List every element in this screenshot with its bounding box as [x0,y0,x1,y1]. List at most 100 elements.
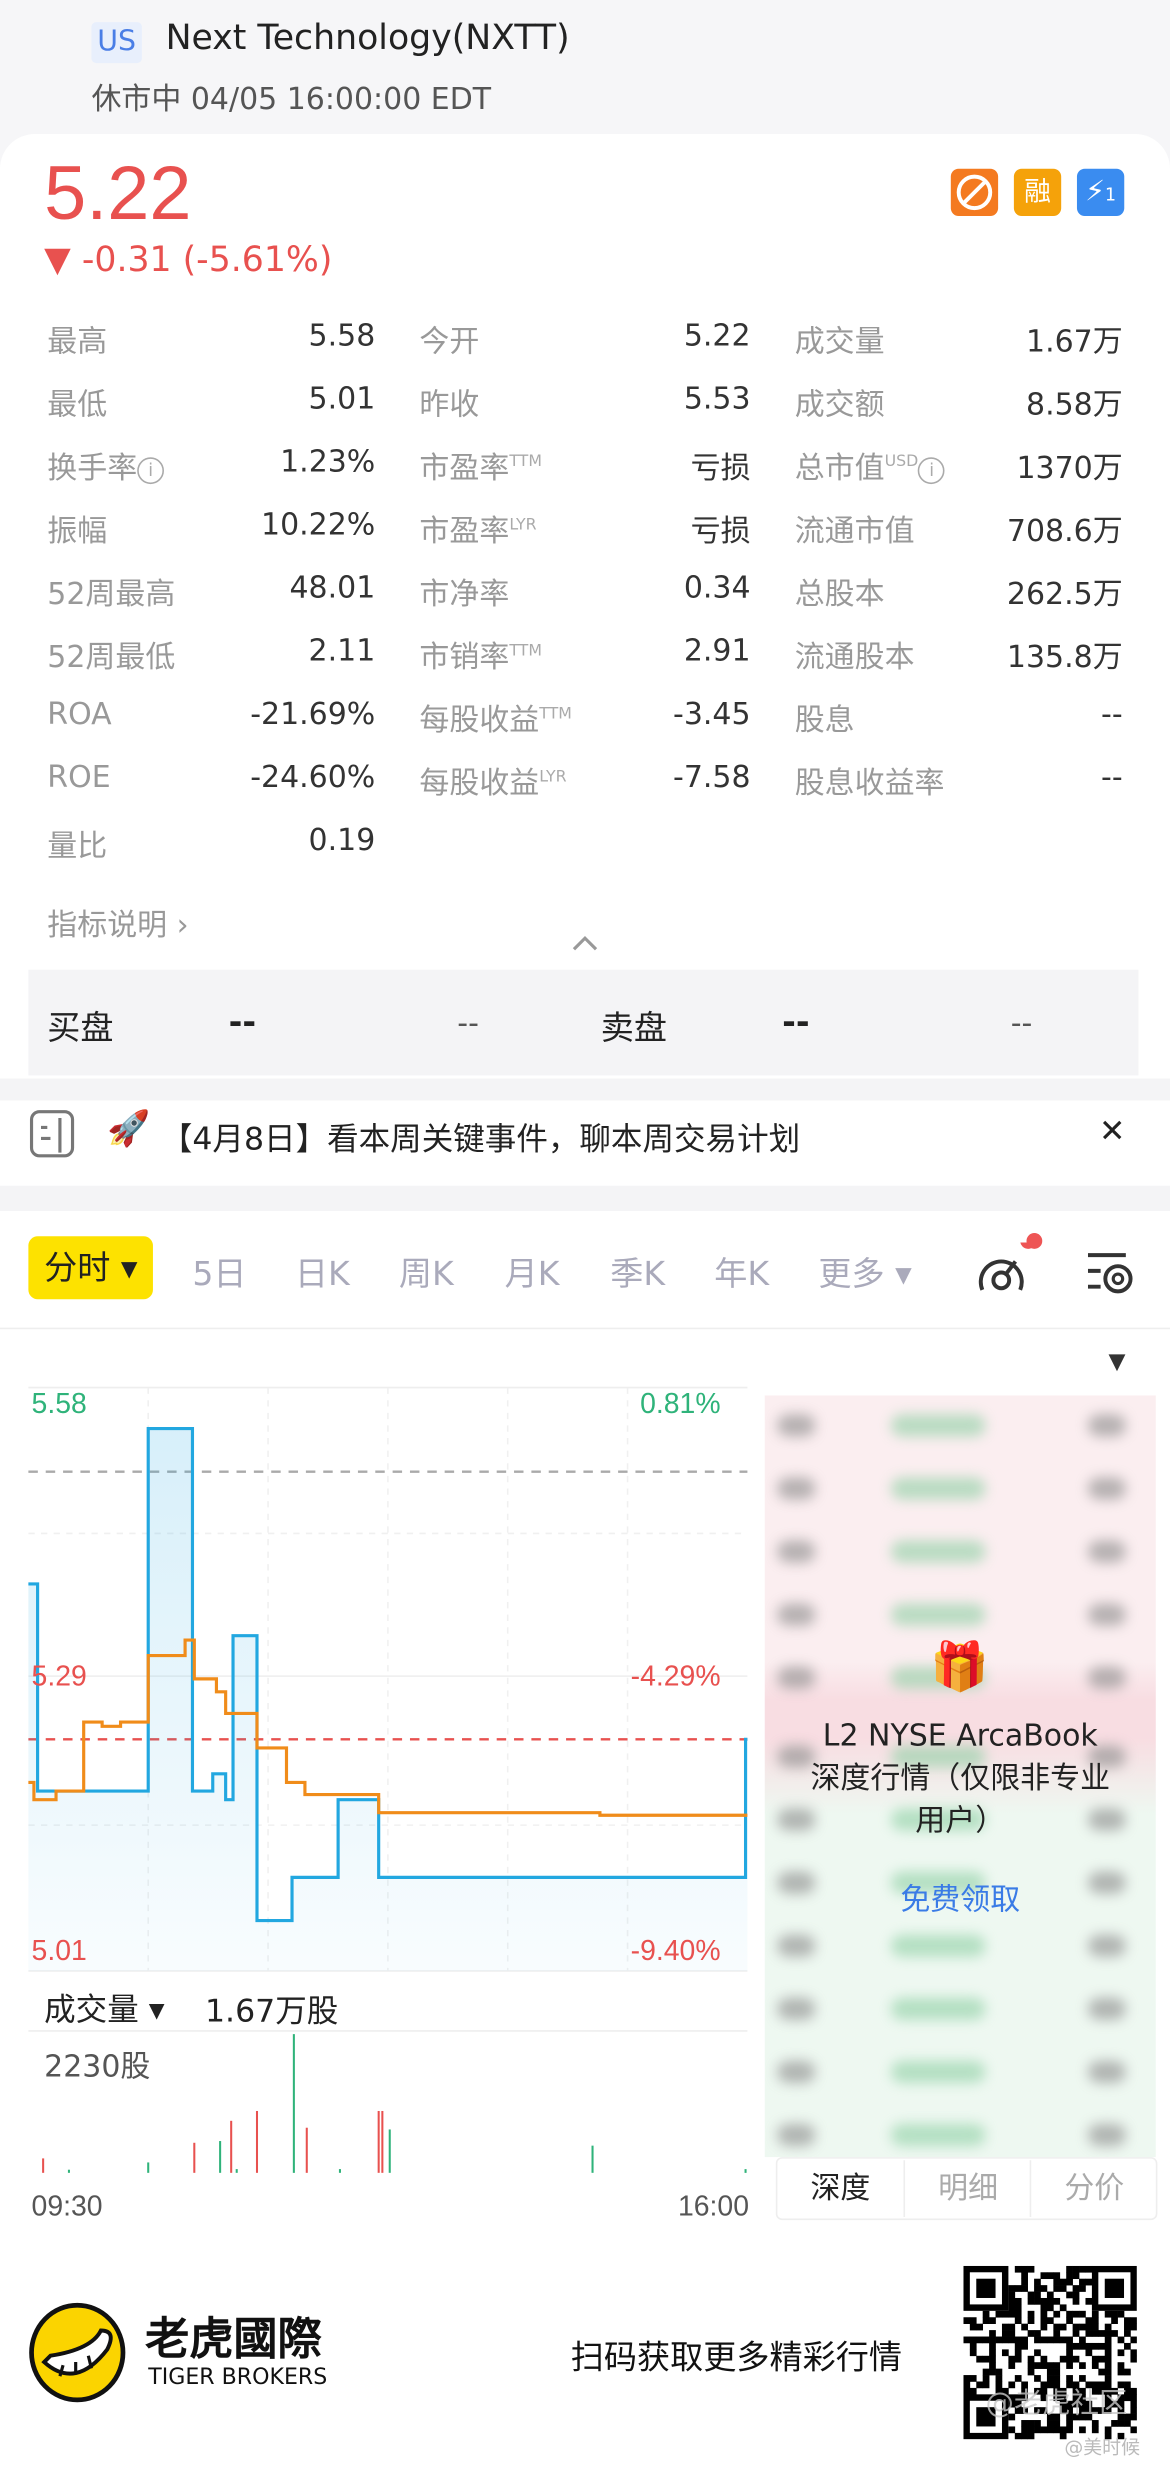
tab-price-distribution[interactable]: 分价 [1029,2160,1158,2217]
blurred-depth-cell [890,1808,986,1831]
stat-label-suffix: USD [884,453,919,471]
stat-value: 亏损 [690,450,751,486]
y-pct-mid: -4.29% [630,1660,721,1692]
stat-label-text: 量比 [47,829,108,865]
blurred-depth-cell [1087,1540,1126,1563]
divider [0,1185,1170,1211]
margin-icon[interactable]: 融 [1013,168,1062,217]
chart-tab[interactable]: 年K [714,1255,770,1293]
tab-details[interactable]: 明细 [903,2160,1032,2217]
close-icon[interactable]: ✕ [1099,1111,1126,1150]
footer-slogan: 扫码获取更多精彩行情 [570,2338,902,2377]
claim-free-button[interactable]: 免费领取 [900,1882,1021,1918]
x-tick-open: 09:30 [31,2190,103,2222]
stat-label: 成交量 [795,319,885,362]
stat-label-text: 成交量 [794,324,885,360]
news-banner[interactable] [0,1100,1170,1186]
stat-label: 52周最低 [47,634,175,677]
stat-label: 每股收益TTM [419,697,571,740]
promo-title: L2 NYSE ArcaBook [822,1718,1098,1754]
market-badge: US [91,22,142,64]
stat-value: 48.01 [289,570,376,606]
blurred-depth-cell [890,1934,986,1957]
chart-tab[interactable]: 5日 [192,1255,247,1293]
stat-label-text: 最高 [47,324,108,360]
stat-value: 2.11 [308,633,376,669]
y-pct-high: 0.81% [640,1387,721,1420]
stat-label: 振幅 [47,508,107,551]
chart-tab[interactable]: 日K [294,1255,350,1293]
blurred-depth-cell [777,1871,816,1894]
orderbook-summary [28,969,1139,1076]
chart-settings-icon[interactable] [1085,1249,1135,1303]
blurred-depth-cell [1087,1477,1126,1500]
depth-tabs [775,2157,1158,2221]
stat-value: 0.34 [683,570,751,606]
chart-tab[interactable]: 更多 ▾ [818,1255,912,1293]
bid-label: 买盘 [47,1009,114,1047]
volume-total: 1.67万股 [204,1991,339,2030]
stat-label-text: 股息收益率 [794,766,945,802]
stat-label[interactable]: 总市值USD i [795,445,946,488]
blurred-depth-cell [1087,1414,1126,1437]
stock-title: Next Technology(NXTT) [165,18,570,59]
blurred-depth-cell [1087,1603,1126,1626]
no-short-icon[interactable] [950,168,999,217]
stat-label[interactable]: 换手率 i [47,445,165,488]
stat-label: 市销率TTM [419,634,541,677]
stat-label: 总股本 [795,571,885,614]
volume-selector[interactable]: 成交量 ▾ [44,1989,165,2028]
gift-icon: 🎁 [930,1639,990,1696]
stat-label: 昨收 [419,382,479,425]
tab-depth[interactable]: 深度 [810,2171,871,2206]
chart-tab[interactable]: 季K [610,1255,666,1293]
stat-label-suffix: TTM [509,453,542,471]
stat-value: 5.53 [683,381,751,417]
chart-tab[interactable]: 周K [398,1255,454,1293]
stat-value: -7.58 [673,760,751,795]
watermark: @老虎社区 [985,2387,1128,2421]
stat-label-text: 市净率 [419,577,510,612]
indicator-explanation-link[interactable]: 指标说明 › [47,908,189,943]
info-icon[interactable]: i [137,457,165,485]
chart-tab[interactable]: 分时 ▾ [28,1236,154,1300]
stat-value: 708.6万 [1006,514,1123,549]
stat-label-text: 最低 [47,387,108,423]
market-status: 休市中 04/05 16:00:00 EDT [91,81,492,117]
blurred-depth-cell [890,1745,986,1768]
stat-value: 1.23% [280,444,376,480]
stat-label: 市盈率TTM [419,445,541,488]
stat-label-text: 换手率 [47,450,138,486]
indicator-gauge-icon[interactable] [970,1233,1036,1306]
expand-triangle-icon[interactable]: ▼ [1108,1349,1126,1375]
news-banner-text[interactable]: 【4月8日】看本周关键事件，聊本周交易计划 [160,1119,801,1158]
stat-value: 5.22 [683,318,751,354]
collapse-chevron-icon[interactable] [569,930,601,960]
blurred-depth-cell [777,2060,816,2083]
blurred-depth-cell [1087,1934,1126,1957]
last-price: 5.22 [44,152,192,237]
tiger-logo-icon [28,2302,129,2409]
stat-label-text: 流通市值 [794,514,915,549]
stat-label-text: 流通股本 [794,640,915,675]
stat-label: 量比 [47,823,107,866]
stat-value: 1.67万 [1026,324,1123,360]
stat-label-text: 52周最高 [47,577,176,612]
info-icon[interactable]: i [918,457,946,485]
stat-label-text: 成交额 [794,387,885,423]
stat-value: 135.8万 [1006,640,1123,675]
blurred-depth-cell [777,1540,816,1563]
stat-value: -24.60% [250,760,376,795]
blurred-depth-cell [777,1477,816,1500]
stat-label-text: 每股收益 [419,703,540,738]
stat-value: 10.22% [261,507,376,543]
blurred-depth-cell [1087,1871,1126,1894]
blurred-depth-cell [890,1871,986,1894]
chart-tab[interactable]: 月K [504,1255,560,1293]
stat-label-suffix: LYR [539,768,567,787]
brand-name-en: TIGER BROKERS [148,2365,328,2391]
lightning-icon[interactable]: ⚡1 [1076,168,1125,217]
stat-label-text: 昨收 [419,387,480,423]
intraday-chart[interactable] [0,1372,757,2239]
stat-value: -21.69% [250,696,376,732]
